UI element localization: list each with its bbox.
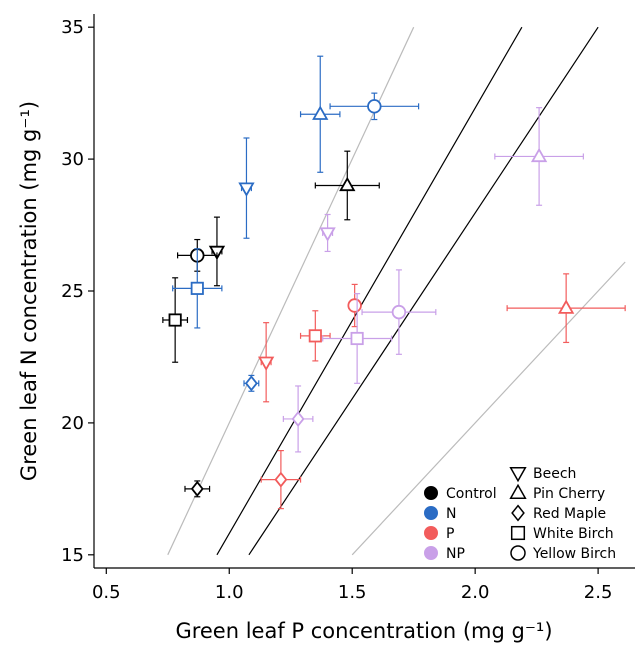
- marker: [557, 299, 575, 314]
- marker: [367, 99, 382, 114]
- y-tick-label: 20: [61, 413, 84, 434]
- marker: [530, 147, 548, 163]
- point-n-yellow-birch: [329, 92, 420, 121]
- legend-item-red-maple: Red Maple: [511, 504, 606, 522]
- y-tick-label: 30: [61, 149, 84, 170]
- x-tick-label: 1.5: [338, 582, 367, 603]
- legend-marker: [509, 483, 527, 499]
- legend-swatch: [424, 506, 438, 520]
- marker: [190, 281, 204, 295]
- point-p-beech: [257, 322, 275, 403]
- legend-marker: [510, 545, 526, 561]
- x-tick-label: 0.5: [92, 582, 121, 603]
- point-p-pin-cherry: [506, 273, 626, 344]
- marker: [339, 176, 356, 192]
- legend-item-p: P: [424, 526, 454, 542]
- y-ticks: 15 20 25 30 35: [61, 17, 94, 566]
- point-n-white-birch: [172, 248, 223, 329]
- reference-lines: [167, 26, 626, 556]
- marker: [391, 304, 407, 320]
- legend-marker: [509, 467, 527, 483]
- point-np-yellow-birch: [361, 269, 437, 355]
- point-control-red-maple: [184, 480, 211, 498]
- reference-line-1: [167, 26, 415, 556]
- marker: [291, 410, 305, 428]
- legend-swatch: [424, 486, 438, 500]
- reference-line-3: [248, 26, 599, 556]
- marker: [308, 329, 322, 343]
- marker: [257, 356, 275, 371]
- marker: [347, 298, 362, 313]
- point-p-red-maple: [260, 450, 302, 510]
- legend-label: Control: [446, 486, 497, 502]
- legend-item-yellow-birch: Yellow Birch: [510, 545, 616, 562]
- point-control-white-birch: [162, 277, 189, 363]
- legend-label: NP: [446, 546, 465, 562]
- legend-label: White Birch: [533, 526, 614, 542]
- y-tick-label: 15: [61, 545, 84, 566]
- point-n-red-maple: [243, 374, 260, 392]
- legend-swatch: [424, 526, 438, 540]
- marker: [319, 227, 336, 242]
- x-tick-label: 2.5: [584, 582, 613, 603]
- legend-label: P: [446, 526, 454, 542]
- point-control-pin-cherry: [314, 150, 380, 221]
- point-np-pin-cherry: [494, 107, 584, 206]
- legend-marker: [511, 504, 525, 522]
- marker: [274, 471, 288, 488]
- point-n-beech: [238, 137, 255, 239]
- legend-swatch: [424, 546, 438, 560]
- legend-label: Red Maple: [533, 506, 606, 522]
- x-tick-label: 2.0: [461, 582, 490, 603]
- marker: [244, 375, 258, 392]
- legend-label: N: [446, 506, 456, 522]
- point-np-white-birch: [322, 293, 393, 384]
- reference-line-4: [351, 261, 626, 556]
- y-tick-label: 35: [61, 17, 84, 38]
- point-n-pin-cherry: [299, 55, 341, 173]
- marker: [312, 105, 329, 120]
- data-points: [162, 55, 626, 510]
- legend-item-white-birch: White Birch: [510, 525, 614, 542]
- point-np-red-maple: [282, 385, 314, 453]
- marker: [190, 480, 204, 497]
- x-axis-title: Green leaf P concentration (mg g⁻¹): [175, 619, 552, 643]
- point-control-beech: [208, 216, 226, 287]
- legend-species: Beech Pin Cherry Red Maple White Birch Yello…: [509, 466, 616, 562]
- y-tick-label: 25: [61, 281, 84, 302]
- reference-line-2: [216, 26, 523, 556]
- legend-label: Yellow Birch: [532, 546, 616, 562]
- y-axis-title: Green leaf N concentration (mg g⁻¹): [17, 101, 41, 481]
- legend-label: Beech: [533, 466, 576, 482]
- marker: [238, 182, 255, 197]
- x-tick-label: 1.0: [215, 582, 244, 603]
- legend-item-pin-cherry: Pin Cherry: [509, 483, 605, 502]
- legend-item-np: NP: [424, 546, 465, 562]
- legend-item-beech: Beech: [509, 466, 576, 483]
- x-ticks: 0.5 1.0 1.5 2.0 2.5: [92, 568, 612, 603]
- marker: [350, 331, 364, 346]
- legend-marker: [510, 525, 526, 541]
- point-np-beech: [319, 213, 336, 253]
- point-p-yellow-birch: [347, 283, 362, 328]
- legend-item-n: N: [424, 506, 456, 522]
- legend-label: Pin Cherry: [533, 486, 605, 502]
- legend-item-control: Control: [424, 486, 497, 502]
- point-p-white-birch: [299, 310, 331, 362]
- marker: [168, 313, 182, 327]
- legend-treatment: Control NP NP: [424, 486, 497, 562]
